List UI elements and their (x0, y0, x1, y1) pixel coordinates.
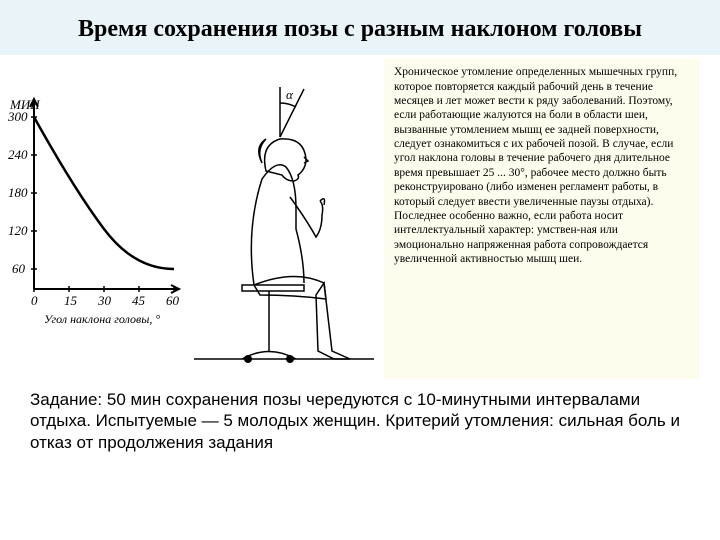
x-tick-60: 60 (166, 293, 180, 308)
y-tick-240: 240 (8, 147, 28, 162)
x-tick-45: 45 (132, 293, 146, 308)
y-tick-300: 300 (7, 109, 28, 124)
x-tick-0: 0 (31, 293, 38, 308)
title-band: Время сохранения позы с разным наклоном … (0, 0, 720, 55)
description-panel: Хроническое утомление определенных мышеч… (384, 59, 700, 379)
x-tick-30: 30 (97, 293, 112, 308)
chart-curve (34, 117, 174, 269)
angle-alpha-label: α (286, 87, 294, 102)
seated-figure-icon: α (194, 87, 374, 363)
figure-column: МИН 300 240 180 120 60 0 15 30 45 60 Уго… (4, 59, 384, 379)
y-tick-60: 60 (12, 261, 26, 276)
y-tick-120: 120 (8, 223, 28, 238)
task-description: Задание: 50 мин сохранения позы чередуют… (0, 383, 720, 453)
y-tick-180: 180 (8, 185, 28, 200)
description-text: Хроническое утомление определенных мышеч… (394, 65, 690, 266)
task-text: Задание: 50 мин сохранения позы чередуют… (30, 389, 690, 453)
x-axis-label: Угол наклона головы, ° (44, 312, 160, 326)
content-row: МИН 300 240 180 120 60 0 15 30 45 60 Уго… (0, 55, 720, 383)
page-title: Время сохранения позы с разным наклоном … (30, 14, 690, 45)
x-tick-15: 15 (64, 293, 78, 308)
diagram-svg: МИН 300 240 180 120 60 0 15 30 45 60 Уго… (4, 59, 384, 379)
